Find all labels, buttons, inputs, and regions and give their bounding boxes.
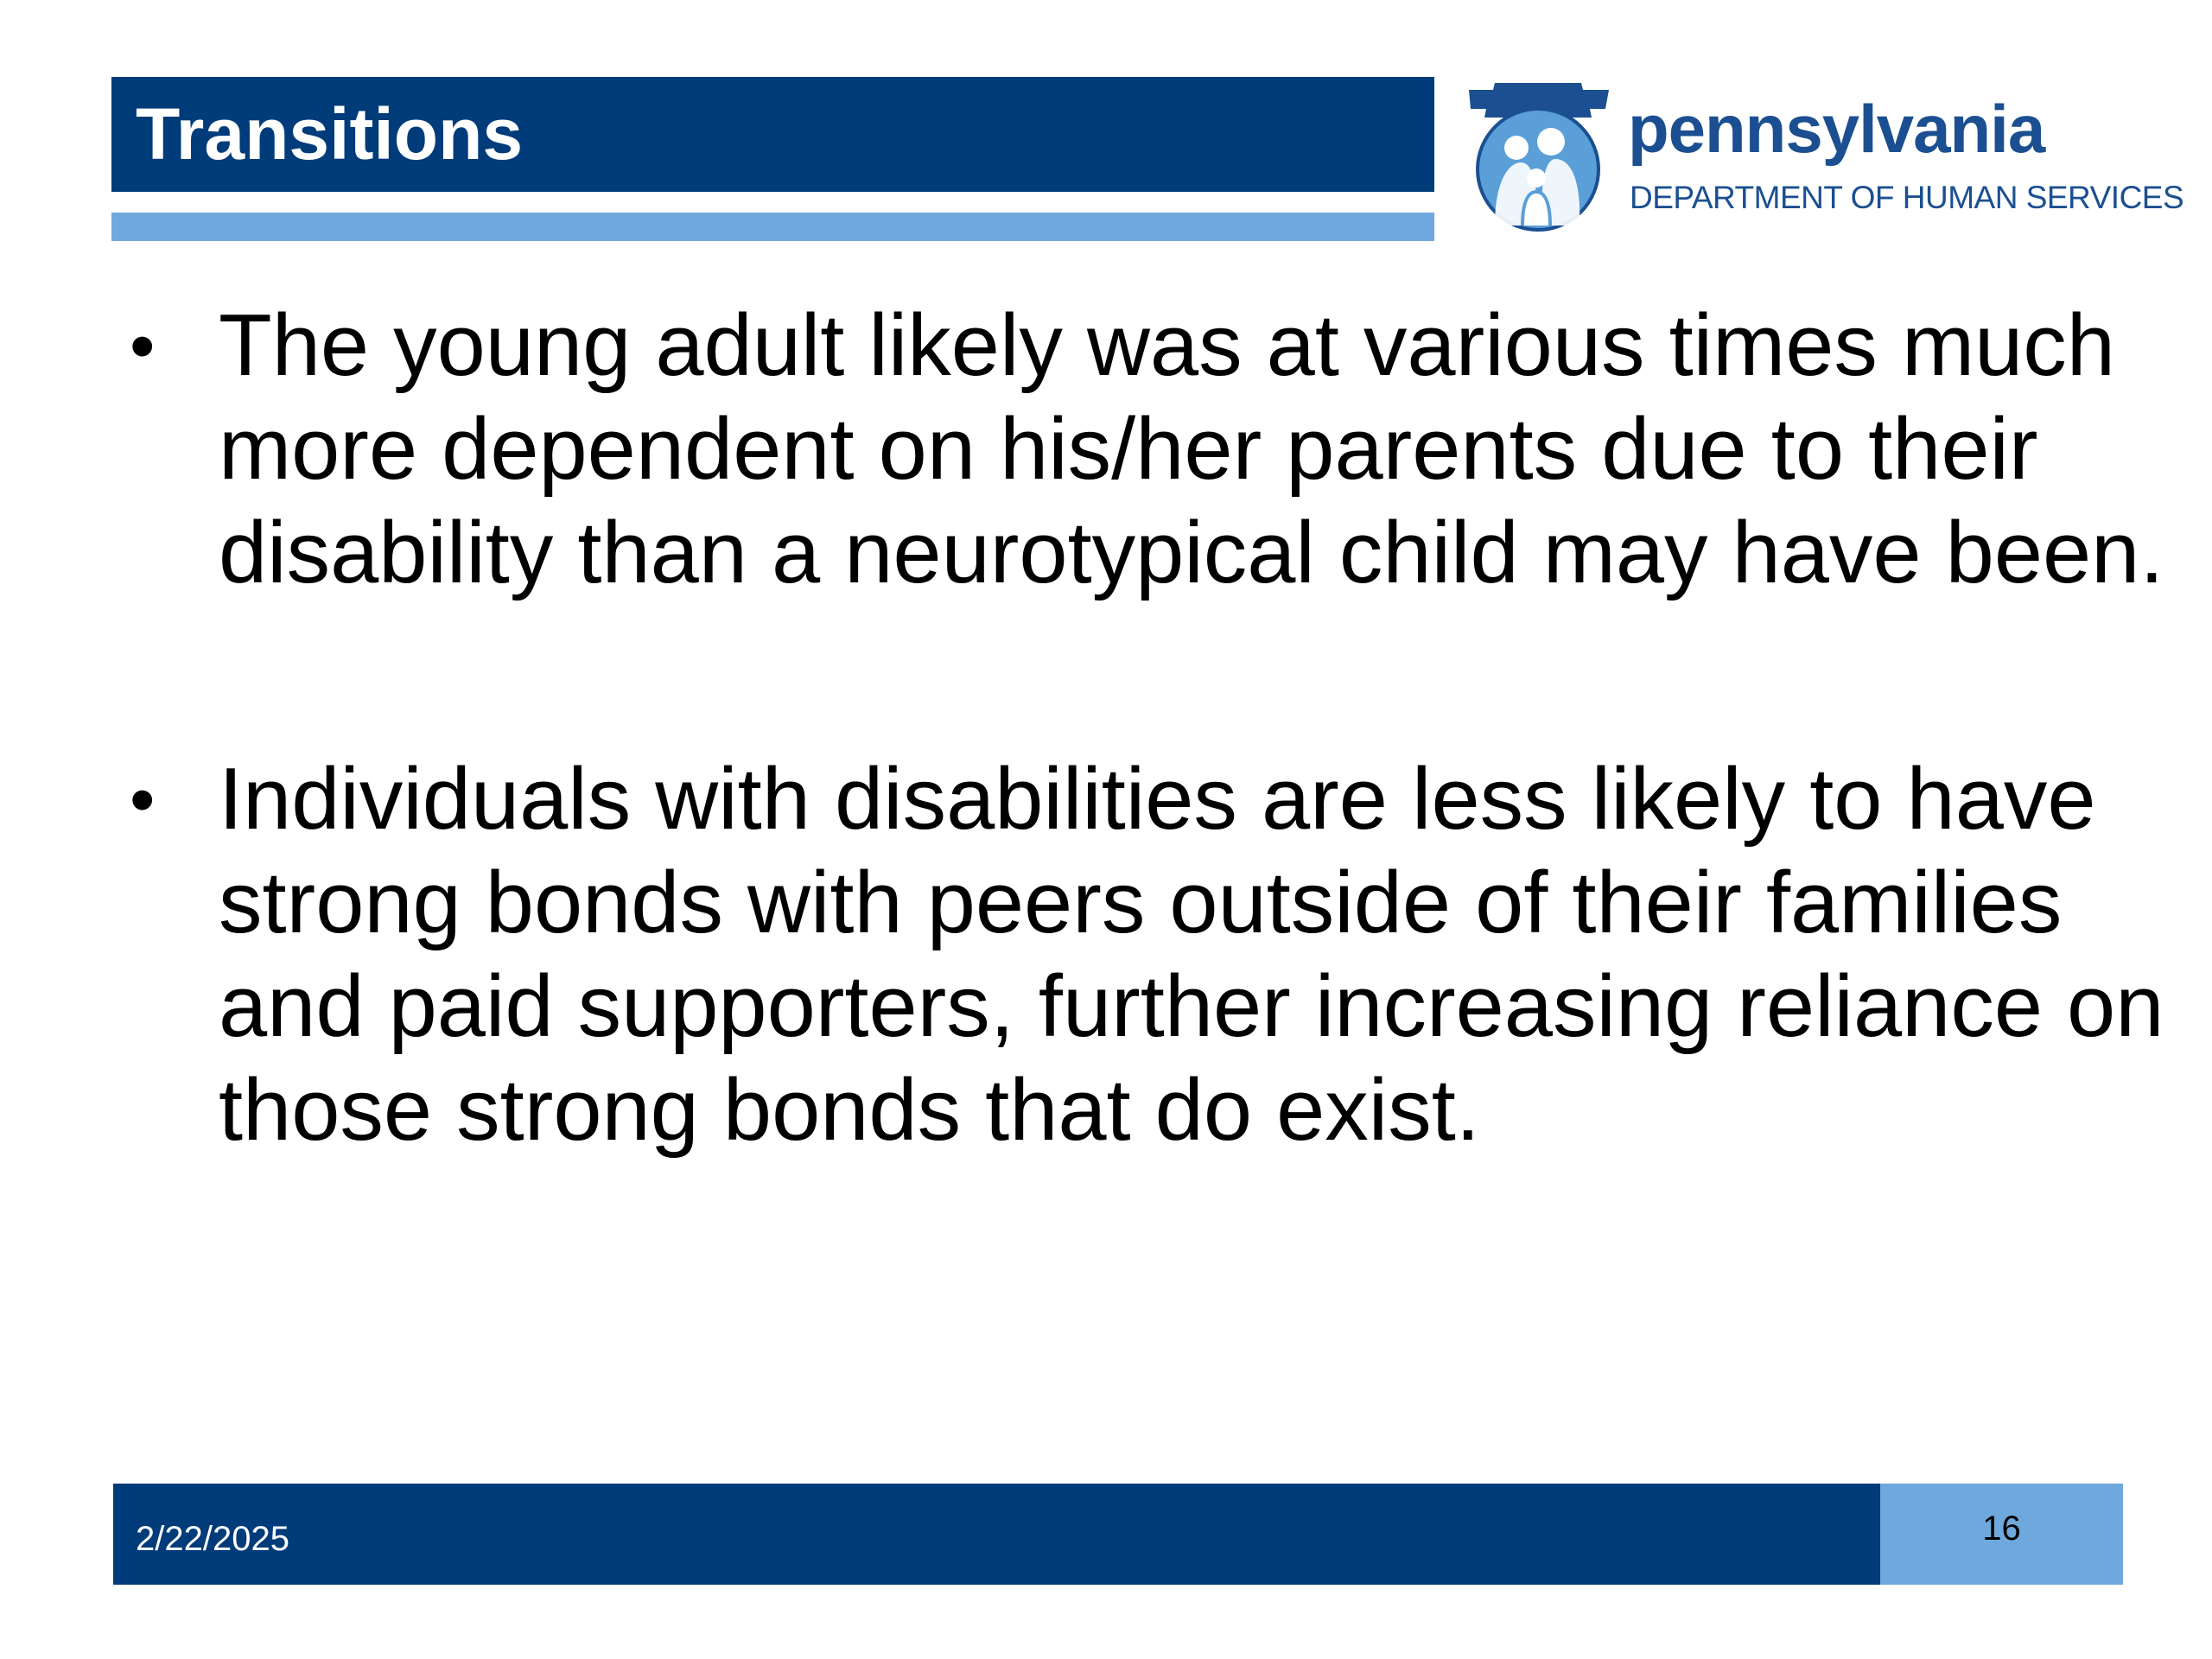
slide-body: • The young adult likely was at various … bbox=[130, 294, 2186, 1162]
footer-date: 2/22/2025 bbox=[136, 1520, 289, 1558]
title-underline bbox=[111, 213, 1434, 241]
bullet-text: Individuals with disabilities are less l… bbox=[219, 751, 2164, 1159]
slide-title: Transitions bbox=[136, 93, 524, 175]
title-bar: Transitions bbox=[111, 77, 1434, 192]
bullet-marker: • bbox=[130, 305, 156, 386]
bullet-text: The young adult likely was at various ti… bbox=[219, 297, 2164, 601]
pa-keystone-family-icon bbox=[1469, 83, 1609, 232]
logo-department-name: DEPARTMENT OF HUMAN SERVICES bbox=[1630, 180, 2184, 215]
bullet-marker: • bbox=[130, 759, 156, 840]
footer-bar: 2/22/2025 bbox=[113, 1484, 1880, 1585]
bullet-item: • Individuals with disabilities are less… bbox=[130, 747, 2186, 1162]
page-number: 16 bbox=[1982, 1510, 2021, 1548]
page-number-box: 16 bbox=[1880, 1484, 2123, 1585]
dhs-logo: pennsylvania DEPARTMENT OF HUMAN SERVICE… bbox=[1460, 83, 2199, 238]
bullet-item: • The young adult likely was at various … bbox=[130, 294, 2186, 605]
logo-state-name: pennsylvania bbox=[1628, 91, 2045, 167]
